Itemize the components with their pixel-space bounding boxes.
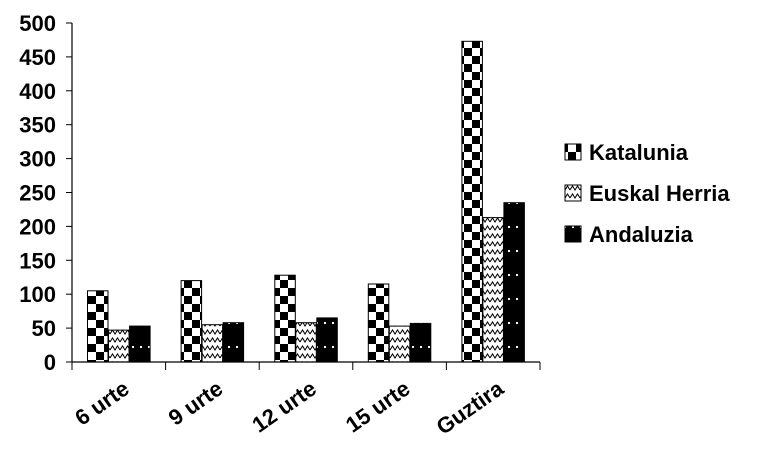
y-tick-label: 200 bbox=[19, 214, 56, 239]
x-category-label: Guztira bbox=[432, 375, 509, 439]
bar-katalunia-1 bbox=[180, 280, 203, 363]
bar-euskal-herria-2 bbox=[295, 322, 317, 363]
bar-euskal-herria-4 bbox=[482, 217, 504, 363]
bar-euskal-herria-3 bbox=[388, 325, 411, 363]
legend-swatch-andaluzia bbox=[564, 225, 582, 243]
y-tick-label: 250 bbox=[19, 181, 56, 206]
y-tick-label: 350 bbox=[19, 113, 56, 138]
legend-label: Euskal Herria bbox=[589, 181, 730, 206]
y-axis-tick-labels: 0 50 100 150 200 250 300 350 400 450 500 bbox=[19, 11, 56, 375]
legend-swatch-katalunia bbox=[564, 143, 582, 161]
y-tick-label: 300 bbox=[19, 147, 56, 172]
bar-katalunia-2 bbox=[274, 274, 296, 363]
y-tick-label: 100 bbox=[19, 282, 56, 307]
y-tick-label: 400 bbox=[19, 79, 56, 104]
legend-swatch-euskal-herria bbox=[564, 184, 582, 202]
x-category-label: 12 urte bbox=[247, 376, 320, 438]
axes bbox=[66, 22, 541, 370]
y-tick-label: 150 bbox=[19, 248, 56, 273]
bars-layer bbox=[87, 40, 525, 363]
x-category-label: 9 urte bbox=[164, 376, 227, 431]
bar-euskal-herria-1 bbox=[201, 324, 224, 363]
bar-euskal-herria-0 bbox=[108, 329, 130, 363]
legend: Katalunia Euskal Herria Andaluzia bbox=[564, 140, 730, 247]
x-category-label: 6 urte bbox=[70, 376, 133, 431]
bar-andaluzia-0 bbox=[129, 325, 151, 363]
bar-andaluzia-3 bbox=[409, 322, 432, 363]
x-axis-category-labels: 6 urte 9 urte 12 urte 15 urte Guztira bbox=[70, 375, 508, 439]
bar-andaluzia-2 bbox=[316, 317, 338, 363]
bar-andaluzia-4 bbox=[503, 202, 525, 363]
bar-katalunia-3 bbox=[367, 283, 390, 363]
bar-katalunia-4 bbox=[461, 40, 483, 363]
legend-label: Katalunia bbox=[589, 140, 689, 165]
y-tick-label: 500 bbox=[19, 11, 56, 36]
y-tick-label: 450 bbox=[19, 45, 56, 70]
legend-label: Andaluzia bbox=[589, 222, 694, 247]
bar-katalunia-0 bbox=[87, 290, 109, 363]
bar-andaluzia-1 bbox=[222, 322, 245, 363]
x-category-label: 15 urte bbox=[341, 376, 414, 438]
y-tick-label: 0 bbox=[44, 350, 56, 375]
y-tick-label: 50 bbox=[32, 316, 56, 341]
